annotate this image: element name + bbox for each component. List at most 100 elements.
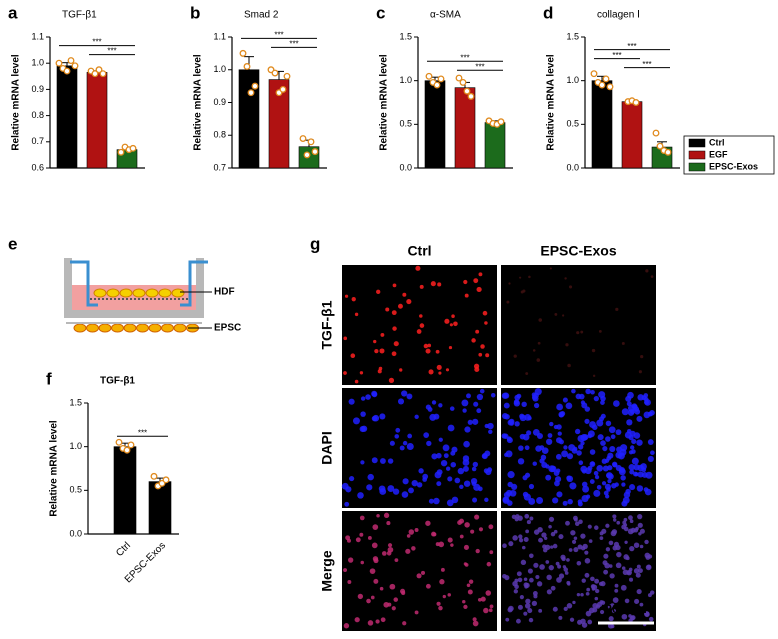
cell-signal	[529, 516, 534, 521]
cell-signal	[357, 492, 364, 499]
cell-signal	[453, 321, 458, 327]
cell-signal	[527, 608, 533, 614]
cell-signal	[406, 299, 412, 305]
legend-label: EPSC-Exos	[709, 161, 758, 171]
cell-signal	[463, 562, 468, 566]
cell-signal	[436, 481, 442, 487]
cell-signal	[636, 588, 642, 595]
y-tick-label: 0.9	[213, 97, 226, 107]
cell-signal	[472, 497, 478, 503]
cell-signal	[629, 484, 636, 491]
cell-signal	[519, 433, 526, 440]
cell-signal	[464, 293, 469, 298]
cell-signal	[478, 527, 484, 532]
cell-signal	[345, 486, 352, 493]
data-point	[162, 476, 170, 484]
chart-title: collagen Ⅰ	[597, 10, 640, 21]
cell-signal	[608, 564, 613, 568]
cell-signal	[371, 542, 378, 549]
cell-signal	[383, 601, 390, 608]
y-tick-label: 0.5	[399, 119, 412, 129]
cell-signal	[343, 568, 348, 573]
cell-signal	[520, 559, 527, 566]
cell-signal	[594, 596, 599, 601]
cell-signal	[588, 539, 593, 543]
cell-signal	[593, 470, 599, 476]
cell-signal	[418, 468, 424, 474]
cell-signal	[380, 617, 386, 623]
cell-signal	[416, 482, 423, 488]
cell-signal	[600, 400, 605, 405]
cell-signal	[637, 471, 644, 478]
data-point	[129, 144, 137, 152]
cell-signal	[526, 520, 531, 525]
significance-label: ***	[460, 53, 469, 62]
cell-signal	[615, 562, 622, 569]
cell-signal	[472, 617, 477, 622]
cell-signal	[401, 491, 409, 498]
cell-signal	[426, 440, 432, 447]
legend-label: EGF	[709, 149, 728, 159]
cell-signal	[605, 420, 612, 427]
cell-signal	[479, 388, 485, 394]
cell-signal	[629, 519, 634, 524]
cell-signal	[613, 400, 620, 407]
cell-signal	[567, 363, 571, 368]
cell-signal	[568, 548, 573, 552]
cell-signal	[528, 483, 535, 490]
cell-signal	[569, 482, 577, 490]
cell-signal	[450, 543, 454, 547]
cell-signal	[637, 522, 643, 528]
cell-signal	[525, 598, 531, 604]
cell-signal	[347, 580, 352, 584]
cell-signal	[464, 426, 471, 433]
cell-signal	[343, 623, 350, 629]
cell-signal	[600, 395, 606, 402]
significance-label: ***	[627, 42, 636, 51]
cell-signal	[524, 513, 530, 519]
data-point	[271, 69, 279, 77]
cell-signal	[604, 483, 612, 490]
cell-signal	[473, 278, 479, 284]
cell-signal	[624, 540, 628, 544]
cell-signal	[445, 466, 451, 471]
epsc-cell	[136, 323, 149, 333]
cell-signal	[581, 546, 586, 551]
cell-signal	[616, 551, 622, 558]
cell-signal	[354, 312, 359, 317]
cell-signal	[415, 265, 421, 271]
cell-signal	[553, 424, 559, 430]
cell-signal	[573, 547, 579, 553]
cell-signal	[431, 453, 438, 460]
data-point	[243, 63, 251, 70]
cell-signal	[414, 414, 419, 420]
panel-label: f	[46, 369, 52, 388]
cell-signal	[386, 521, 391, 526]
insert	[70, 260, 98, 307]
cell-signal	[463, 480, 471, 487]
cell-signal	[601, 458, 608, 464]
cell-signal	[392, 488, 400, 495]
hdf-cell	[106, 288, 120, 298]
cell-signal	[438, 403, 443, 408]
cell-signal	[461, 399, 469, 407]
cell-signal	[365, 394, 371, 400]
cell-signal	[459, 534, 464, 539]
cell-signal	[529, 577, 534, 583]
legend-swatch	[688, 150, 706, 160]
data-point	[283, 72, 291, 80]
cell-signal	[624, 598, 630, 604]
cell-signal	[556, 491, 563, 498]
cell-signal	[548, 516, 555, 522]
cell-signal	[616, 520, 621, 525]
cell-signal	[416, 329, 422, 334]
cell-signal	[571, 388, 576, 394]
cell-signal	[567, 498, 573, 505]
data-point	[115, 438, 123, 446]
hdf-cell	[171, 288, 185, 298]
cell-signal	[577, 444, 584, 450]
cell-signal	[557, 431, 562, 436]
cell-signal	[449, 406, 455, 411]
cell-signal	[476, 393, 484, 401]
cell-signal	[506, 437, 513, 444]
